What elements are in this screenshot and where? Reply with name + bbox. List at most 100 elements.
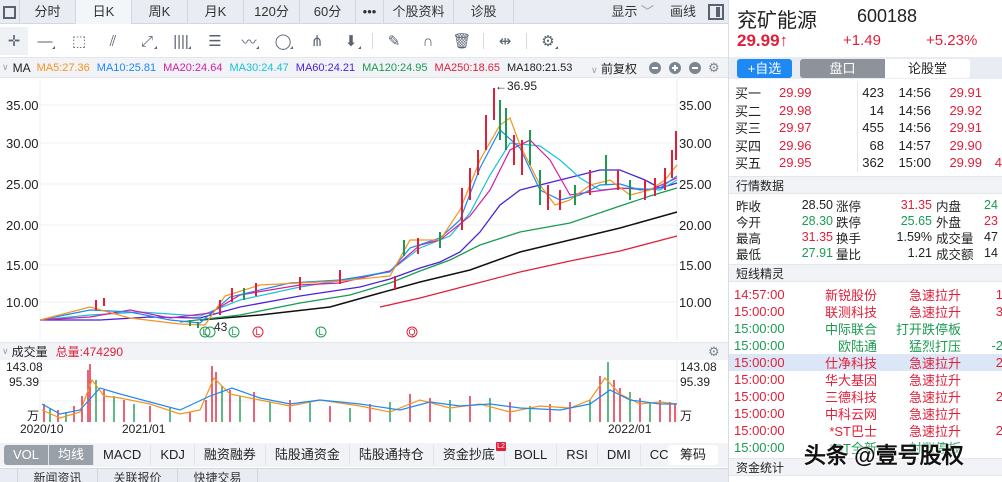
adjust-dropdown[interactable]: ∨ 前复权 <box>591 60 637 77</box>
indicator-tab-bottom-fishing[interactable]: 资金抄底 L2 <box>434 442 506 465</box>
market-data-header[interactable]: 行情数据 <box>729 176 1002 194</box>
alert-row[interactable]: 14:57:00 新锐股份 急速拉升 1 <box>729 286 1002 303</box>
fan-tool[interactable]: ⫽ <box>96 27 130 55</box>
tab-order-book[interactable]: 盘口 <box>800 59 885 78</box>
alert-stock: 仕净科技 <box>824 356 877 371</box>
alert-stock: 三德科技 <box>824 390 877 405</box>
alert-row-selected[interactable]: 15:00:00 仕净科技 急速拉升 2 <box>729 354 1002 371</box>
collapse-button[interactable] <box>649 62 661 74</box>
alert-row[interactable]: 15:00:00 三德科技 急速拉升 2 <box>729 388 1002 405</box>
candlestick-chart[interactable]: L L L L Q 35.00 30.00 25.00 20.00 15.00 … <box>0 79 728 340</box>
volume-chart[interactable]: 143.08 95.39 万 143.08 95.39 万 <box>0 360 728 423</box>
tab-related-quotes[interactable]: 关联报价 <box>98 469 178 482</box>
indicator-tab-kdj[interactable]: KDJ <box>151 445 195 465</box>
add-watchlist-button[interactable]: +自选 <box>737 59 792 78</box>
trade-time: 14:56 <box>898 102 931 118</box>
draw-line-button[interactable]: 画线 <box>669 4 696 19</box>
indicator-tab-ma[interactable]: 均线 <box>49 445 95 465</box>
right-panel-toggle[interactable] <box>704 0 728 24</box>
sidebar-toggle-button[interactable] <box>0 0 20 24</box>
more-tabs-button[interactable]: ••• <box>356 0 384 24</box>
fork-tool[interactable]: ⋔ <box>300 27 334 55</box>
alert-time: 15:00:00 <box>734 321 785 336</box>
ellipse-tool[interactable]: ◯ <box>266 27 300 55</box>
indicator-tab-northbound-holdings[interactable]: 陆股通持仓 <box>350 445 434 465</box>
indicator-tab-boll[interactable]: BOLL <box>505 445 558 465</box>
high-price-marker: ←36.95 <box>495 79 538 93</box>
ma30-value: MA30:24.47 <box>229 61 289 74</box>
alert-row[interactable]: 15:00:00 欧陆通 猛烈打压 -2 <box>729 337 1002 354</box>
alert-row[interactable]: 15:00:00 中科云网 急速拉升 <box>729 405 1002 422</box>
indicator-tab-rsi[interactable]: RSI <box>557 445 598 465</box>
display-dropdown[interactable]: 显示 ﹀ <box>603 0 662 24</box>
y-tick-right: 25.00 <box>679 177 712 192</box>
bid-volume: 455 <box>862 120 884 136</box>
settings-tool[interactable]: ⚙ <box>531 27 565 55</box>
fund-stats-header[interactable]: 资金统计 <box>729 458 1002 476</box>
zoom-out-button[interactable] <box>689 62 701 74</box>
tab-news[interactable]: 新闻资讯 <box>18 469 98 482</box>
tab-quick-trade[interactable]: 快捷交易 <box>178 469 258 482</box>
tab-intraday[interactable]: 分时 <box>20 0 76 24</box>
y-tick-left: 15.00 <box>6 258 39 273</box>
tab-monthly-k[interactable]: 月K <box>188 0 244 24</box>
split-tool[interactable]: ⇹ <box>488 27 522 55</box>
indicator-tab-northbound-flow[interactable]: 陆股通资金 <box>266 445 350 465</box>
chevron-down-icon[interactable]: ∨ <box>2 346 9 356</box>
magnet-tool[interactable]: ∩ <box>411 27 445 55</box>
tab-60min[interactable]: 60分 <box>300 0 356 24</box>
chevron-down-icon[interactable]: ∨ <box>2 62 9 72</box>
alert-row[interactable]: 15:00:00 华大基因 急速拉升 <box>729 371 1002 388</box>
zoom-in-button[interactable] <box>669 62 681 74</box>
settings-icon: ⚙ <box>541 33 555 50</box>
alert-stock: 中际联合 <box>824 322 877 337</box>
drawing-toolbar: ✛ — ⬚ ⫽ ⤢ |||| ☰ 〰 ◯ ⋔ ⬇ ✎ ∩ 🗑 ⇹ ⚙ <box>0 25 728 58</box>
tab-stock-profile[interactable]: 个股资料 <box>384 0 454 24</box>
alert-row[interactable]: 15:00:00 中际联合 打开跌停板 <box>729 320 1002 337</box>
gear-icon[interactable]: ⚙ <box>708 60 720 75</box>
crosshair-tool[interactable]: ✛ <box>0 27 28 55</box>
text-tool[interactable]: ☰ <box>198 27 232 55</box>
stat-key: 昨收 <box>736 199 762 214</box>
alert-row[interactable]: 15:00:00 联测科技 急速拉升 3 <box>729 303 1002 320</box>
gear-icon[interactable]: ⚙ <box>708 344 720 359</box>
stat-value: 23 <box>984 214 998 228</box>
segment-tool[interactable]: ⤢ <box>130 27 164 55</box>
tab-diagnosis[interactable]: 诊股 <box>454 0 514 24</box>
stat-key: 成交量 <box>936 231 974 246</box>
magnet-icon: ∩ <box>422 32 434 50</box>
ma-label[interactable]: MA <box>12 60 31 75</box>
bid-label: 买三 <box>735 121 762 137</box>
indicator-tab-dmi[interactable]: DMI <box>598 445 641 465</box>
bid-price: 29.99 <box>779 85 812 101</box>
eraser-tool[interactable]: ✎ <box>377 27 411 55</box>
vertical-lines-tool[interactable]: |||| <box>164 27 198 55</box>
y-tick-right: 10.00 <box>679 295 712 310</box>
line-tool[interactable]: — <box>28 27 62 55</box>
tab-weekly-k[interactable]: 周K <box>132 0 188 24</box>
indicator-tab-macd[interactable]: MACD <box>94 445 152 465</box>
arrow-tool[interactable]: ⬇ <box>334 27 368 55</box>
alert-row[interactable]: 15:00:00 *ST全新 封涨停板 <box>729 439 1002 456</box>
alert-row[interactable]: 15:00:00 *ST巴士 急速拉升 2 <box>729 422 1002 439</box>
indicator-tab-vol[interactable]: VOL <box>4 445 50 465</box>
stat-key: 外盘 <box>936 215 962 230</box>
tab-daily-k[interactable]: 日K <box>76 0 132 24</box>
delete-tool[interactable]: 🗑 <box>445 27 479 55</box>
segment-icon: ⤢ <box>140 32 153 50</box>
bid-label: 买一 <box>735 86 762 102</box>
tab-120min[interactable]: 120分 <box>244 0 300 24</box>
order-book: 买一 29.99 423 14:56 29.91 买二 29.98 14 14:56 29.92… <box>729 84 1002 172</box>
indicator-tab-margin[interactable]: 融资融券 <box>195 445 266 465</box>
period-tabs: 分时 日K 周K 月K 120分 60分 ••• 个股资料 诊股 显示 ﹀ 画线 <box>0 0 728 24</box>
short-alerts-header[interactable]: 短线精灵 <box>729 264 1002 282</box>
tab-forum[interactable]: 论股堂 <box>885 59 970 78</box>
stat-key: 最低 <box>736 247 762 262</box>
volume-total: 总量:474290 <box>55 345 123 359</box>
rectangle-tool[interactable]: ⬚ <box>62 27 96 55</box>
panel-toggle[interactable] <box>0 469 18 482</box>
chips-button[interactable]: 筹码 <box>668 445 718 465</box>
ma20-value: MA20:24.64 <box>163 61 223 74</box>
wave-tool[interactable]: 〰 <box>232 27 266 55</box>
arrow-up-icon: ↑ <box>779 31 789 50</box>
